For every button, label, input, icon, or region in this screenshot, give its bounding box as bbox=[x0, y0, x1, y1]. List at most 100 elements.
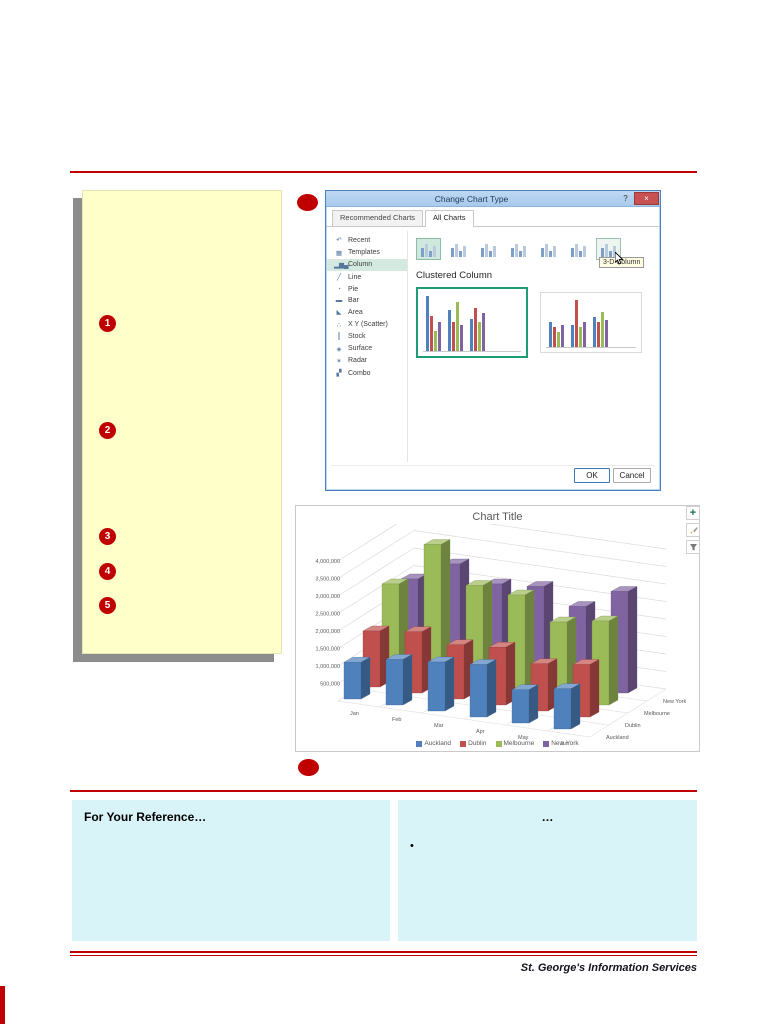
legend-item-new-york: New York bbox=[543, 740, 579, 747]
for-your-reference-box: For Your Reference… bbox=[72, 800, 390, 941]
chart-type-recent-icon: ↶ bbox=[336, 237, 342, 245]
svg-text:1,500,000: 1,500,000 bbox=[316, 647, 340, 653]
dialog-titlebar[interactable]: Change Chart Type ? × bbox=[326, 191, 660, 207]
chart-type-surface-icon: ◈ bbox=[336, 345, 342, 353]
subtype-3-d-stacked-column-icon[interactable] bbox=[536, 238, 561, 260]
chart-type-radar[interactable]: ✶ Radar bbox=[327, 355, 407, 367]
chart-preview-alt[interactable] bbox=[540, 292, 642, 353]
subtype-tooltip: 3-D Column bbox=[599, 257, 645, 268]
subtype-clustered-column-icon[interactable] bbox=[416, 238, 441, 260]
preview-bar-group bbox=[470, 293, 485, 351]
legend-swatch bbox=[495, 740, 502, 747]
legend-label: New York bbox=[551, 740, 579, 747]
dialog-content: ↶ Recent ▦ Templates ▂▆▄ Column ╱ Line ◔ Pie ▬ Bar ◣… bbox=[327, 231, 659, 462]
dialog-tabs: Recommended Charts All Charts bbox=[326, 207, 660, 227]
chart-type-recent-label: Recent bbox=[348, 236, 371, 244]
svg-text:May: May bbox=[518, 735, 529, 741]
chart-type-area-icon: ◣ bbox=[336, 309, 342, 317]
chart-type-line[interactable]: ╱ Line bbox=[327, 271, 407, 283]
selected-subtype-label: Clustered Column bbox=[416, 270, 493, 281]
tab-all-charts[interactable]: All Charts bbox=[425, 210, 474, 227]
chart-type-bar-icon: ▬ bbox=[335, 297, 343, 305]
chart-styles-button[interactable] bbox=[686, 523, 700, 537]
subtype-strip bbox=[416, 237, 653, 265]
chart-type-stock-label: Stock bbox=[348, 333, 366, 341]
chart-type-combo[interactable]: ▞ Combo bbox=[327, 367, 407, 379]
handy-to-know-title: … bbox=[541, 810, 554, 824]
handy-to-know-box: … • bbox=[398, 800, 697, 941]
chart-type-x-y-scatter[interactable]: ∴ X Y (Scatter) bbox=[327, 319, 407, 331]
close-button[interactable]: × bbox=[634, 192, 659, 205]
step-badge-2: 2 bbox=[99, 422, 116, 439]
chart-type-column-icon: ▂▆▄ bbox=[334, 261, 349, 269]
subtype-stacked-column-icon[interactable] bbox=[446, 238, 471, 260]
funnel-icon bbox=[689, 543, 697, 551]
bullet-point: • bbox=[410, 840, 414, 852]
subtype-3-d-clustered-column-icon[interactable] bbox=[506, 238, 531, 260]
for-your-reference-title: For Your Reference… bbox=[84, 810, 207, 824]
svg-text:Auckland: Auckland bbox=[606, 735, 629, 741]
reference-divider bbox=[70, 790, 697, 792]
chart-type-line-label: Line bbox=[348, 273, 362, 281]
chart-type-pie[interactable]: ◔ Pie bbox=[327, 284, 407, 295]
chart-preview-selected[interactable] bbox=[416, 287, 528, 358]
svg-text:New York: New York bbox=[663, 699, 686, 705]
svg-text:500,000: 500,000 bbox=[320, 682, 340, 688]
chart-type-area[interactable]: ◣ Area bbox=[327, 306, 407, 318]
chart-type-area-label: Area bbox=[348, 308, 363, 316]
mouse-cursor-icon bbox=[615, 252, 624, 265]
svg-text:3,500,000: 3,500,000 bbox=[316, 577, 340, 583]
preview-bar-group bbox=[571, 297, 586, 347]
footer-publisher: St. George's Information Services bbox=[520, 962, 697, 974]
svg-text:1,000,000: 1,000,000 bbox=[316, 664, 340, 670]
subtype-3-d-100-stacked-column-icon[interactable] bbox=[566, 238, 591, 260]
brush-icon bbox=[689, 526, 698, 534]
chart-type-stock-icon: ║ bbox=[336, 333, 342, 341]
legend-swatch bbox=[460, 740, 467, 747]
chart-legend[interactable]: Auckland Dublin Melbourne New York bbox=[296, 740, 699, 747]
step-badge-3: 3 bbox=[99, 528, 116, 545]
dialog-footer-divider bbox=[331, 465, 655, 466]
svg-text:4,000,000: 4,000,000 bbox=[316, 559, 340, 565]
callout-dot-bottom bbox=[298, 759, 319, 776]
legend-item-melbourne: Melbourne bbox=[495, 740, 534, 747]
legend-swatch bbox=[543, 740, 550, 747]
chart-type-bar-label: Bar bbox=[348, 297, 359, 305]
chart-type-recent[interactable]: ↶ Recent bbox=[327, 234, 407, 246]
chart-type-surface[interactable]: ◈ Surface bbox=[327, 342, 407, 354]
chart-type-column[interactable]: ▂▆▄ Column bbox=[327, 258, 407, 272]
tab-recommended-charts[interactable]: Recommended Charts bbox=[332, 210, 424, 226]
preview-chart-1 bbox=[423, 293, 521, 352]
step-badge-4: 4 bbox=[99, 563, 116, 580]
subtype-100-stacked-column-icon[interactable] bbox=[476, 238, 501, 260]
chart-type-surface-label: Surface bbox=[348, 345, 373, 353]
cancel-button[interactable]: Cancel bbox=[613, 468, 651, 483]
excel-3d-chart: Chart Title 500,000 1,000,000 1,500,000 2,0… bbox=[295, 505, 700, 752]
chart-type-column-label: Column bbox=[348, 261, 373, 269]
preview-chart-2 bbox=[546, 297, 636, 348]
procedure-note-box: 1 2 3 4 5 bbox=[82, 190, 282, 654]
footer-divider-1 bbox=[70, 951, 697, 953]
chart-title[interactable]: Chart Title bbox=[472, 511, 523, 523]
preview-bar-group bbox=[448, 293, 463, 351]
chart-type-stock[interactable]: ║ Stock bbox=[327, 331, 407, 342]
chart-type-list: ↶ Recent ▦ Templates ▂▆▄ Column ╱ Line ◔ Pie ▬ Bar ◣… bbox=[327, 231, 408, 462]
help-button[interactable]: ? bbox=[623, 194, 628, 203]
chart-type-templates[interactable]: ▦ Templates bbox=[327, 246, 407, 258]
chart-type-x-y-scatter-icon: ∴ bbox=[336, 321, 342, 329]
top-divider bbox=[70, 171, 697, 173]
chart-type-templates-label: Templates bbox=[348, 249, 380, 257]
legend-item-auckland: Auckland bbox=[416, 740, 451, 747]
chart-elements-button[interactable]: + bbox=[686, 506, 700, 520]
chart-type-line-icon: ╱ bbox=[337, 274, 341, 282]
preview-bar-group bbox=[426, 293, 441, 351]
legend-swatch bbox=[416, 740, 423, 747]
chart-filters-button[interactable] bbox=[686, 540, 700, 554]
legend-label: Dublin bbox=[468, 740, 487, 747]
step-badge-1: 1 bbox=[99, 315, 116, 332]
ok-button[interactable]: OK bbox=[574, 468, 610, 483]
preview-row bbox=[416, 287, 653, 358]
chart-type-bar[interactable]: ▬ Bar bbox=[327, 295, 407, 306]
svg-text:Mar: Mar bbox=[434, 723, 444, 729]
chart-type-radar-icon: ✶ bbox=[336, 357, 342, 365]
